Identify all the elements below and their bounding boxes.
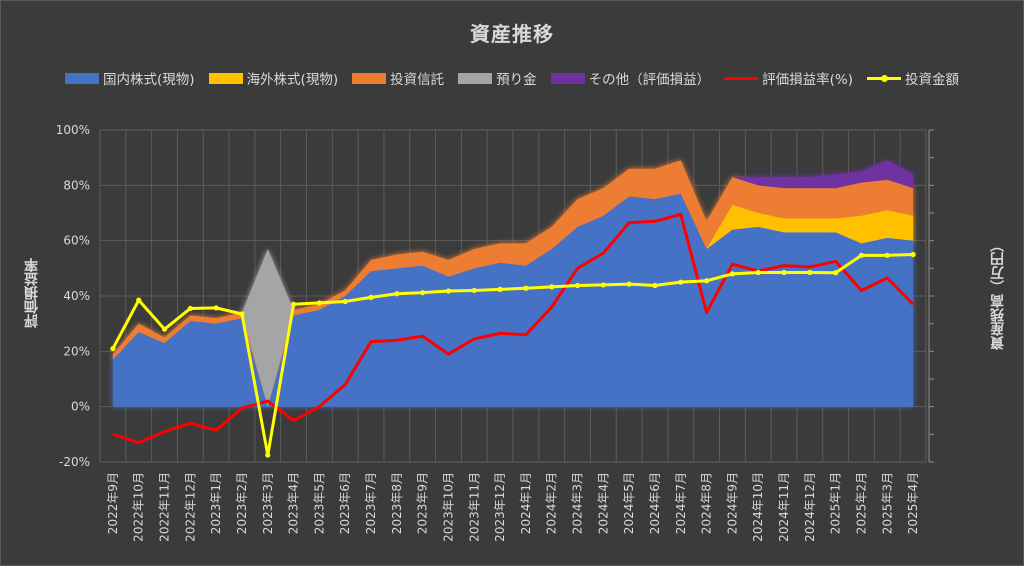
area-series-0 xyxy=(112,193,914,407)
x-tick-label: 2025年2月 xyxy=(854,472,868,534)
x-tick-label: 2023年8月 xyxy=(390,472,404,534)
stacked-area-group xyxy=(112,160,914,407)
x-tick-label: 2023年7月 xyxy=(364,472,378,534)
line-point xyxy=(600,282,606,288)
line-point xyxy=(471,287,477,294)
y-tick-label: -20% xyxy=(59,455,90,469)
x-tick-label: 2024年7月 xyxy=(674,472,688,534)
line-point xyxy=(703,278,710,284)
x-tick-label: 2024年6月 xyxy=(648,472,662,534)
line-point xyxy=(290,301,297,307)
x-tick-label: 2024年9月 xyxy=(725,472,739,534)
line-point xyxy=(497,286,503,292)
line-point xyxy=(755,269,761,276)
line-point xyxy=(136,297,142,303)
legend-label: 預り金 xyxy=(496,72,537,88)
line-point xyxy=(523,285,529,291)
line-series-1 xyxy=(111,253,914,457)
line-point xyxy=(574,282,581,289)
y-tick-label: 80% xyxy=(63,178,90,192)
x-tick-label: 2022年11月 xyxy=(158,472,172,542)
area-series-2 xyxy=(112,160,914,407)
line-point xyxy=(316,300,323,306)
legend-item: 投資信託 xyxy=(352,68,444,88)
x-tick-label: 2025年1月 xyxy=(829,472,843,534)
line-point xyxy=(729,271,736,277)
chart-title: 資産推移 xyxy=(470,22,554,46)
x-tick-label: 2024年12月 xyxy=(803,472,817,542)
legend-label: 評価損益率(%) xyxy=(762,72,853,88)
legend-item: 投資金額 xyxy=(866,68,959,88)
legend-label: 投資金額 xyxy=(904,72,959,88)
x-tick-label: 2024年8月 xyxy=(700,472,714,534)
x-tick-label: 2023年10月 xyxy=(441,472,455,542)
x-tick-label: 2024年11月 xyxy=(777,472,791,542)
y-tick-label: 100% xyxy=(56,123,90,137)
line-point xyxy=(213,305,219,311)
x-tick-label: 2022年9月 xyxy=(106,472,120,534)
x-tick-label: 2022年10月 xyxy=(132,472,146,542)
line-point xyxy=(910,251,916,258)
x-tick-label: 2023年11月 xyxy=(467,472,481,542)
x-tick-label: 2025年3月 xyxy=(880,472,894,534)
x-tick-label: 2024年4月 xyxy=(596,472,610,534)
x-tick-label: 2023年9月 xyxy=(416,472,430,534)
legend-label: 投資信託 xyxy=(390,72,445,88)
area-series-3 xyxy=(112,160,914,407)
line-point xyxy=(781,269,787,276)
line-point xyxy=(833,270,839,276)
line-point xyxy=(626,281,632,287)
y-tick-label: 40% xyxy=(63,289,90,303)
line-point xyxy=(652,282,658,289)
x-tick-label: 2023年3月 xyxy=(261,472,275,534)
x-tick-label: 2023年4月 xyxy=(287,472,301,534)
line-point xyxy=(445,288,452,294)
x-tick-label: 2022年12月 xyxy=(183,472,197,542)
x-tick-label: 2023年12月 xyxy=(493,472,507,542)
line-point xyxy=(394,291,400,297)
line-point xyxy=(161,326,168,332)
legend-item: その他（評価損益） xyxy=(550,68,711,88)
x-tick-label: 2024年10月 xyxy=(751,472,765,542)
line-series-0 xyxy=(112,212,915,445)
y-tick-label: 0% xyxy=(71,400,90,414)
legend-item: 預り金 xyxy=(458,68,537,88)
x-tick-label: 2025年4月 xyxy=(906,472,920,534)
x-tick-label: 2024年2月 xyxy=(545,472,559,534)
x-tick-label: 2024年1月 xyxy=(519,472,533,534)
x-tick-label: 2024年5月 xyxy=(622,472,636,534)
x-tick-label: 2024年3月 xyxy=(571,472,585,534)
area-series-4 xyxy=(112,160,914,355)
line-point xyxy=(678,279,684,285)
legend-item: 海外株式(現物) xyxy=(208,68,339,88)
x-tick-label: 2023年5月 xyxy=(312,472,326,534)
line-point xyxy=(110,345,116,352)
line-point xyxy=(368,294,374,300)
line-point xyxy=(420,290,426,296)
y-tick-label: 60% xyxy=(63,234,90,248)
line-point xyxy=(884,252,890,258)
x-tick-label: 2023年2月 xyxy=(235,472,249,534)
y-tick-label: 20% xyxy=(63,344,90,358)
line-point xyxy=(807,269,813,276)
x-tick-label: 2023年6月 xyxy=(338,472,352,534)
line-point xyxy=(549,284,555,290)
legend-item: 国内株式(現物) xyxy=(65,68,195,88)
legend-item: 評価損益率(%) xyxy=(724,68,853,88)
line-point xyxy=(858,252,865,258)
legend-label: 国内株式(現物) xyxy=(103,72,195,88)
x-tick-label: 2023年1月 xyxy=(209,472,223,534)
line-point xyxy=(187,305,193,312)
legend-label: その他（評価損益） xyxy=(588,72,711,88)
legend: 国内株式(現物) 海外株式(現物) 投資信託 預り金 その他（評価損益） 評価損… xyxy=(0,68,1024,88)
line-point xyxy=(239,311,245,317)
line-point xyxy=(265,452,271,458)
legend-label: 海外株式(現物) xyxy=(246,72,339,88)
line-point xyxy=(342,298,348,305)
